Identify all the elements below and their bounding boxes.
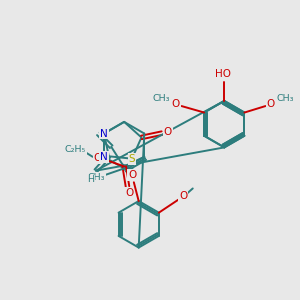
Text: CH₃: CH₃ (88, 173, 105, 182)
Text: CH₃: CH₃ (153, 94, 170, 103)
Text: C₂H₅: C₂H₅ (64, 145, 86, 154)
Text: O: O (94, 153, 102, 163)
Text: O: O (128, 170, 136, 180)
Text: S: S (129, 154, 135, 164)
Text: HO: HO (215, 69, 231, 80)
Text: H: H (88, 175, 94, 184)
Text: CH₃: CH₃ (277, 94, 294, 103)
Text: O: O (172, 99, 180, 110)
Text: N: N (100, 128, 108, 139)
Text: O: O (267, 99, 275, 110)
Text: N: N (100, 152, 108, 162)
Text: H: H (88, 174, 95, 183)
Text: O: O (179, 191, 187, 201)
Text: O: O (125, 188, 133, 198)
Text: O: O (164, 127, 172, 137)
